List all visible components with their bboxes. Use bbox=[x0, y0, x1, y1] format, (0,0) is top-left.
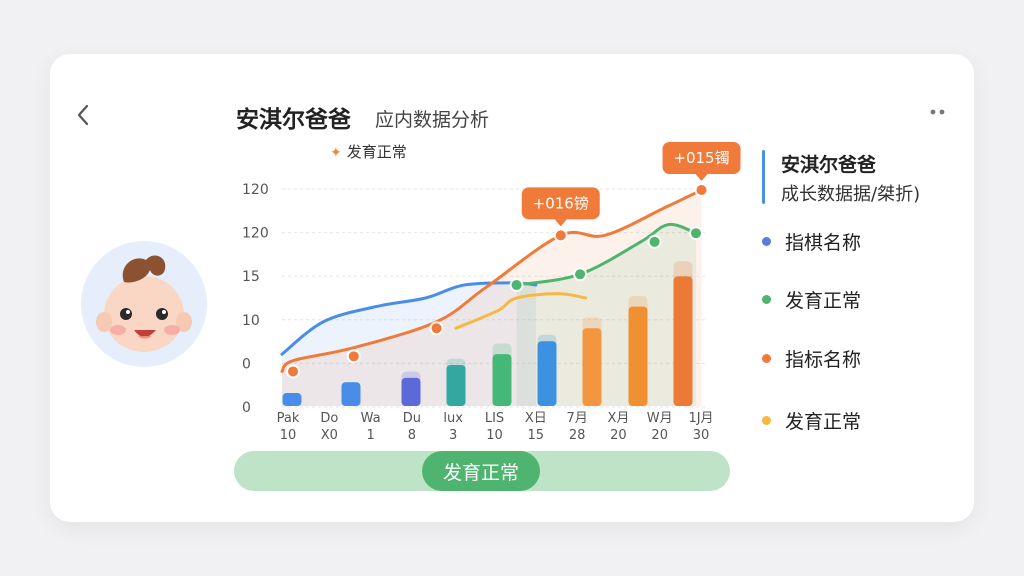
x-tick-label: 30 bbox=[693, 428, 710, 443]
sidebar-title: 安淇尔爸爸 bbox=[781, 154, 877, 176]
data-point bbox=[696, 185, 707, 195]
y-tick-label: 0 bbox=[242, 400, 251, 416]
x-tick-label: X月 bbox=[607, 411, 629, 426]
legend-label: 发育正常 bbox=[785, 411, 862, 433]
bar bbox=[582, 328, 602, 406]
x-tick-label: X0 bbox=[321, 428, 338, 443]
chevron-left-icon[interactable] bbox=[72, 102, 96, 128]
callout-pointer bbox=[554, 219, 567, 227]
x-tick-label: X日 bbox=[525, 411, 547, 426]
y-tick-label: 10 bbox=[242, 313, 260, 329]
chart-legend-top: ✦ 发育正常 bbox=[330, 141, 407, 162]
x-tick-label: 15 bbox=[528, 428, 545, 443]
callout-pointer bbox=[695, 174, 708, 181]
x-tick-label: LIS bbox=[485, 411, 504, 426]
page-subtitle: 应内数据分析 bbox=[375, 109, 490, 131]
series-line-green bbox=[515, 222, 698, 287]
area-green bbox=[516, 224, 696, 406]
area-blue bbox=[282, 282, 536, 406]
y-tick-label: 120 bbox=[242, 182, 269, 198]
data-point bbox=[691, 228, 701, 239]
legend-label: 指棋名称 bbox=[785, 232, 862, 254]
data-point bbox=[649, 236, 660, 247]
sidebar-subtitle: 成长数据据/桀折) bbox=[781, 184, 921, 205]
data-point bbox=[511, 280, 522, 291]
bar bbox=[401, 377, 421, 406]
bar bbox=[492, 354, 512, 406]
x-tick-label: 8 bbox=[408, 428, 416, 443]
data-point bbox=[575, 269, 586, 280]
legend-top-label: 发育正常 bbox=[346, 143, 407, 161]
x-tick-label: 1 bbox=[366, 428, 374, 443]
sidebar-accent bbox=[762, 150, 765, 204]
legend-dot bbox=[762, 295, 771, 304]
series-line-yellow bbox=[454, 292, 588, 330]
x-tick-label: 10 bbox=[280, 428, 297, 443]
callout-label: +016镑 bbox=[533, 194, 589, 212]
legend-dot bbox=[762, 237, 771, 246]
legend-item: 发育正常 bbox=[762, 286, 861, 313]
x-tick-label: Do bbox=[320, 411, 338, 426]
legend-dot bbox=[762, 416, 771, 425]
legend-item: 指棋名称 bbox=[762, 228, 861, 255]
data-point bbox=[288, 366, 299, 377]
status-button[interactable]: 发育正常 bbox=[422, 451, 540, 491]
x-tick-label: Du bbox=[403, 411, 421, 426]
x-tick-label: lux bbox=[443, 411, 463, 426]
callout-bubble bbox=[521, 187, 600, 220]
x-tick-label: 20 bbox=[651, 428, 668, 443]
y-tick-label: 0 bbox=[242, 356, 251, 372]
bar bbox=[341, 382, 361, 406]
bar bbox=[673, 276, 693, 406]
x-tick-label: 10 bbox=[486, 428, 503, 443]
legend-dot bbox=[762, 354, 771, 363]
x-tick-label: W月 bbox=[647, 411, 673, 426]
legend-item: 发育正常 bbox=[762, 407, 861, 434]
star-icon: ✦ bbox=[330, 145, 342, 161]
bar bbox=[282, 393, 302, 406]
callout-bubble bbox=[662, 142, 741, 174]
data-point bbox=[555, 230, 566, 241]
x-tick-label: Wa bbox=[361, 411, 381, 426]
baby-face-icon bbox=[81, 241, 207, 367]
y-tick-label: 120 bbox=[242, 226, 269, 242]
x-tick-label: 1J月 bbox=[688, 411, 713, 426]
x-tick-label: Pak bbox=[277, 411, 300, 426]
legend-label: 发育正常 bbox=[785, 290, 862, 312]
y-tick-label: 15 bbox=[242, 269, 260, 285]
legend-item: 指标名称 bbox=[762, 345, 861, 372]
x-tick-label: 28 bbox=[569, 428, 586, 443]
x-tick-label: 7月 bbox=[566, 411, 587, 426]
bar bbox=[628, 306, 648, 406]
bar bbox=[446, 364, 466, 406]
page-title: 安淇尔爸爸 bbox=[236, 107, 351, 133]
more-dots-icon[interactable] bbox=[926, 104, 950, 120]
x-tick-label: 3 bbox=[449, 428, 457, 443]
bar bbox=[537, 341, 557, 406]
series-line-orange bbox=[280, 188, 704, 373]
legend-label: 指标名称 bbox=[785, 349, 862, 371]
data-point bbox=[431, 323, 442, 334]
callout-label: +015镯 bbox=[673, 149, 729, 167]
data-point bbox=[348, 351, 359, 362]
x-tick-label: 20 bbox=[610, 428, 627, 443]
